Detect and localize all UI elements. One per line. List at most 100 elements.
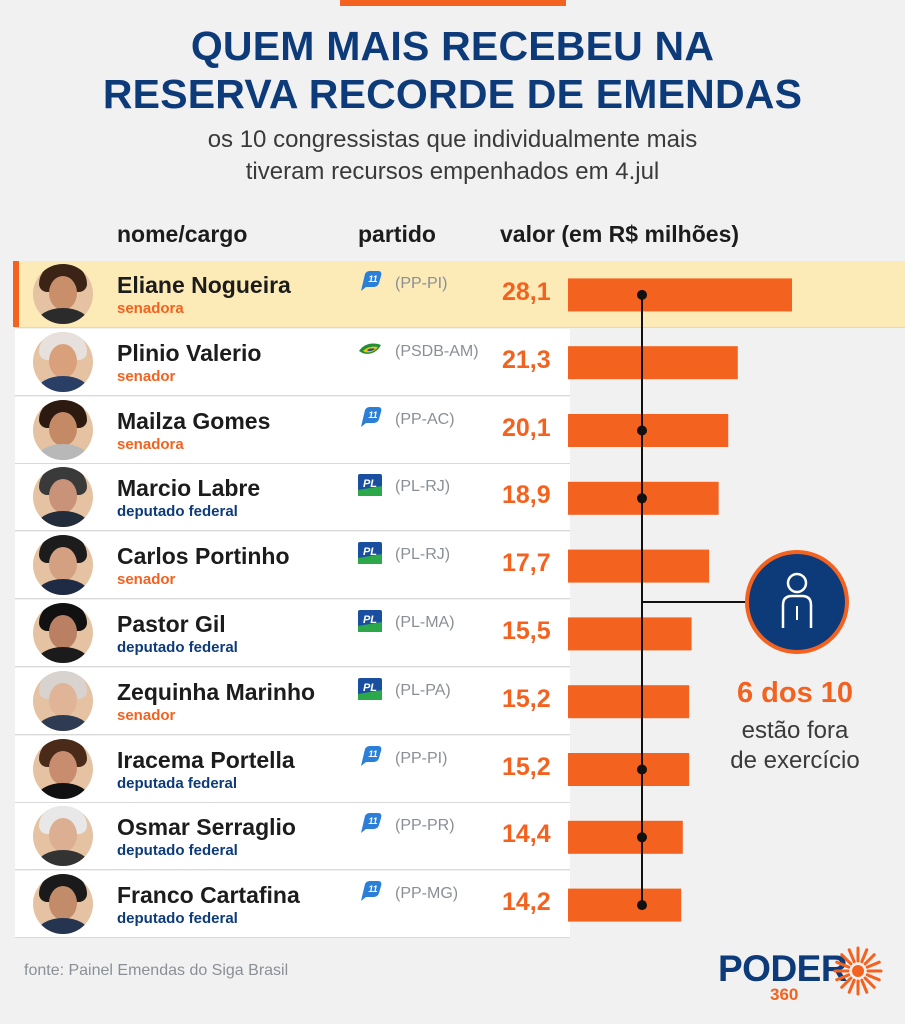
logo-word: PODER [718, 948, 848, 989]
avatar [33, 467, 93, 528]
row-card [15, 532, 570, 600]
top-accent-bar [340, 0, 566, 6]
pp-party-icon: 11 [358, 406, 382, 429]
row-card [15, 464, 570, 532]
svg-text:PL: PL [363, 546, 377, 558]
table-row: Osmar Serraglio deputado federal 11 (PP-PR)… [0, 803, 905, 871]
svg-text:PL: PL [363, 682, 377, 694]
value-label: 18,9 [502, 481, 551, 510]
politician-name: Plinio Valerio [117, 339, 262, 366]
svg-text:11: 11 [368, 410, 377, 420]
sun-ray [863, 953, 876, 966]
row-card [15, 871, 570, 939]
table-row: Eliane Nogueira senadora 11 (PP-PI) 28,1 [0, 261, 905, 328]
pl-party-icon: PL [358, 610, 382, 632]
value-label: 28,1 [502, 278, 551, 306]
politician-name: Mailza Gomes [117, 407, 271, 434]
callout-count: 6 dos 10 [736, 677, 854, 709]
row-card [15, 600, 570, 667]
row-card [15, 735, 570, 803]
politician-name: Iracema Portella [117, 746, 295, 773]
pl-party-icon: PL [358, 677, 382, 700]
politician-name: Osmar Serraglio [117, 814, 296, 841]
politician-name: Carlos Portinho [117, 543, 290, 570]
callout-text: estão fora de exercício [705, 716, 885, 776]
politician-role: deputado federal [117, 503, 238, 521]
avatar [33, 670, 93, 731]
svg-text:11: 11 [368, 816, 377, 826]
svg-text:11: 11 [368, 884, 377, 894]
psdb-party-icon [358, 339, 382, 361]
svg-text:PL: PL [363, 614, 377, 626]
svg-text:11: 11 [368, 749, 377, 759]
avatar [33, 535, 93, 596]
politician-role: senador [117, 367, 176, 385]
logo-number: 360 [770, 985, 799, 1004]
sun-ray [840, 953, 853, 966]
chart-subtitle: os 10 congressistas que individualmente … [0, 124, 905, 188]
party-label: (PL-RJ) [395, 478, 451, 496]
sun-ray [840, 976, 853, 989]
avatar [33, 331, 93, 392]
party-label: (PSDB-AM) [395, 342, 479, 360]
party-label: (PP-PI) [395, 749, 448, 767]
party-label: (PL-MA) [395, 614, 455, 631]
value-label: 15,5 [502, 617, 551, 645]
politician-name: Zequinha Marinho [117, 678, 316, 705]
table-row: Iracema Portella deputada federal 11 (PP-PI… [0, 735, 905, 803]
pp-party-icon: 11 [358, 271, 382, 293]
value-label: 14,4 [502, 820, 551, 849]
table-row: Pastor Gil deputado federal PL (PL-MA) 15,5 [0, 600, 905, 667]
subtitle-line-2: tiveram recursos empenhados em 4.jul [245, 158, 660, 185]
sun-ray [863, 976, 876, 989]
politician-name: Pastor Gil [117, 611, 226, 637]
politician-role: senadora [117, 300, 184, 317]
party-label: (PL-PA) [395, 681, 451, 699]
subtitle-line-1: os 10 congressistas que individualmente … [207, 126, 698, 153]
sun-ray [860, 978, 869, 994]
chart-title: QUEM MAIS RECEBEU NA RESERVA RECORDE DE … [0, 22, 905, 118]
sun-ray [865, 973, 881, 982]
avatar [33, 738, 93, 799]
avatar [33, 399, 93, 460]
table-row: Plinio Valerio senador (PSDB-AM) 21,3 [0, 328, 905, 396]
row-card [15, 396, 570, 464]
title-line-1: QUEM MAIS RECEBEU NA [190, 23, 715, 69]
avatar [33, 806, 93, 867]
politician-role: deputado federal [117, 842, 238, 860]
politician-role: deputada federal [117, 774, 238, 792]
avatar [33, 603, 93, 663]
pl-party-icon: PL [358, 542, 382, 565]
title-line-2: RESERVA RECORDE DE EMENDAS [102, 71, 803, 117]
sun-core [852, 965, 864, 977]
pp-party-icon: 11 [358, 813, 382, 835]
party-label: (PP-MG) [395, 885, 459, 903]
politician-name: Marcio Labre [117, 475, 261, 502]
politician-role: senadora [117, 435, 184, 453]
sun-ray [865, 960, 881, 969]
pp-party-icon: 11 [358, 745, 382, 768]
poder360-logo: PODER 360 [718, 946, 888, 1006]
svg-text:PL: PL [363, 478, 377, 490]
sun-ray [835, 960, 851, 969]
callout-text-line-2: de exercício [730, 747, 860, 774]
table-row: Marcio Labre deputado federal PL (PL-RJ) 18,… [0, 464, 905, 532]
sun-icon [833, 946, 883, 996]
table-row: Zequinha Marinho senador PL (PL-PA) 15,2 [0, 667, 905, 735]
row-card [15, 803, 570, 871]
column-header-name: nome/cargo [117, 221, 248, 247]
value-label: 21,3 [502, 345, 551, 374]
highlight-marker [13, 261, 19, 327]
callout-text-line-1: estão fora [741, 717, 849, 744]
avatar [33, 874, 93, 935]
source-note: fonte: Painel Emendas do Siga Brasil [24, 962, 289, 979]
party-label: (PP-AC) [395, 410, 455, 428]
politician-role: senador [117, 571, 176, 589]
value-label: 17,7 [502, 549, 551, 578]
avatar [33, 264, 93, 324]
sun-ray [847, 978, 856, 994]
value-label: 15,2 [502, 684, 551, 713]
sun-ray [860, 948, 869, 964]
table-row: Franco Cartafina deputado federal 11 (PP-MG… [0, 871, 905, 939]
party-label: (PP-PI) [395, 275, 448, 292]
